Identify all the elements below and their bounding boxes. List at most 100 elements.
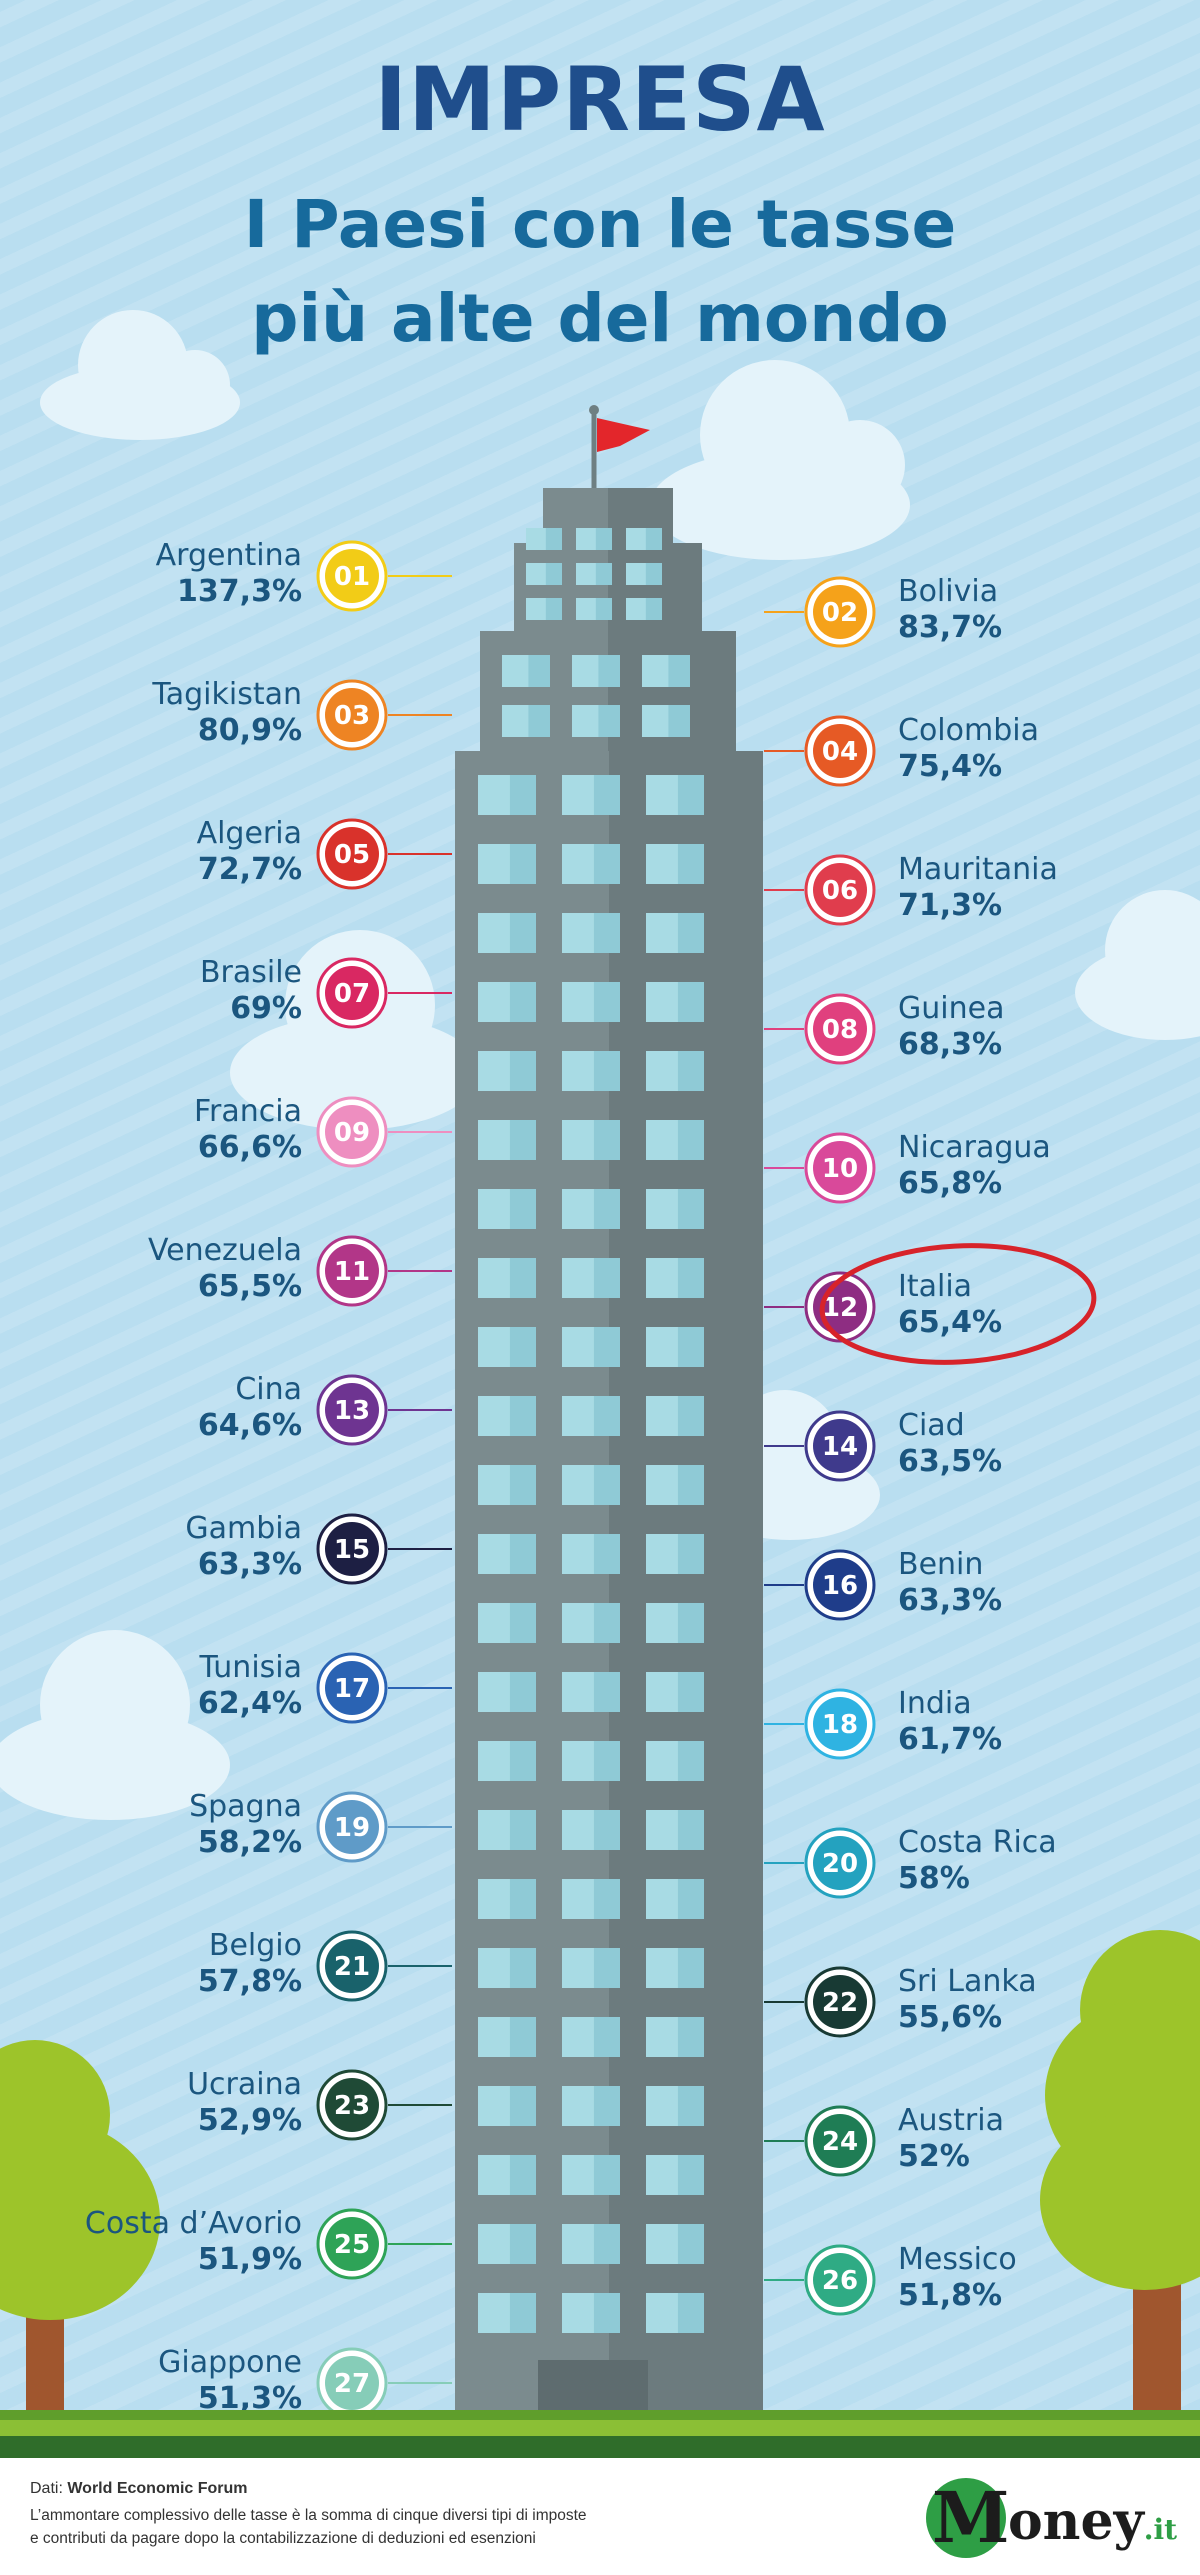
rank-badge [325, 966, 379, 1020]
rank-badge [325, 1522, 379, 1576]
window-shade [545, 598, 562, 620]
rank-number: 19 [334, 1813, 370, 1843]
window-shade [528, 655, 550, 687]
source-line: Dati: World Economic Forum [30, 2480, 248, 2498]
rank-number: 04 [822, 737, 858, 767]
rank-number: 02 [822, 598, 858, 628]
window-shade [509, 2293, 536, 2333]
tax-rate-value: 65,4% [898, 1305, 1003, 1340]
window-shade [509, 982, 536, 1022]
country-name: Colombia [898, 713, 1039, 748]
window-shade [677, 1672, 704, 1712]
country-name: Sri Lanka [898, 1964, 1037, 1999]
country-name: Austria [898, 2103, 1004, 2138]
country-name: Mauritania [898, 852, 1058, 887]
rank-badge [813, 1975, 867, 2029]
window-shade [677, 1465, 704, 1505]
country-name: Guinea [898, 991, 1005, 1026]
tax-rate-value: 71,3% [898, 888, 1003, 923]
window-shade [645, 528, 662, 550]
building-door [538, 2360, 648, 2410]
window-shade [595, 528, 612, 550]
window-shade [509, 775, 536, 815]
rank-badge [325, 549, 379, 603]
tax-rate-value: 65,5% [197, 1269, 302, 1304]
country-name: Tagikistan [152, 677, 302, 712]
window-shade [593, 1120, 620, 1160]
window-shade [677, 2155, 704, 2195]
country-name: India [898, 1686, 972, 1721]
rank-number: 01 [334, 562, 370, 592]
tax-rate-value: 52,9% [197, 2103, 302, 2138]
window-shade [677, 2086, 704, 2126]
cloud [0, 1630, 230, 1820]
rank-number: 23 [334, 2091, 370, 2121]
highlight-ring [819, 1243, 1097, 1365]
window-shade [677, 913, 704, 953]
window-shade [593, 1396, 620, 1436]
tax-rate-value: 63,3% [898, 1583, 1003, 1618]
rank-number: 15 [334, 1535, 370, 1565]
window-shade [598, 655, 620, 687]
rank-number: 12 [822, 1293, 858, 1323]
tax-rate-value: 51,9% [197, 2242, 302, 2277]
flag-pole-top [589, 405, 599, 415]
rank-badge [813, 2253, 867, 2307]
rank-badge [813, 585, 867, 639]
window-shade [509, 1810, 536, 1850]
rank-badge [813, 2114, 867, 2168]
rank-badge [325, 1939, 379, 1993]
rank-badge [325, 1661, 379, 1715]
tax-rate-value: 61,7% [898, 1722, 1003, 1757]
window-shade [593, 1534, 620, 1574]
cloud [1075, 890, 1200, 1040]
window-shade [668, 705, 690, 737]
country-name: Algeria [196, 816, 302, 851]
rank-badge [325, 1105, 379, 1159]
rank-badge [325, 2217, 379, 2271]
window-shade [509, 2224, 536, 2264]
window-shade [593, 1258, 620, 1298]
window-shade [677, 2293, 704, 2333]
rank-number: 22 [822, 1988, 858, 2018]
tax-rate-value: 62,4% [197, 1686, 302, 1721]
window-shade [509, 2086, 536, 2126]
rank-badge [813, 863, 867, 917]
window-shade [593, 1672, 620, 1712]
tax-rate-value: 63,5% [898, 1444, 1003, 1479]
tree-crown [1040, 2110, 1200, 2290]
footnote-line: e contributi da pagare dopo la contabili… [30, 2530, 536, 2547]
logo-suffix: .it [1143, 2513, 1178, 2546]
window-shade [593, 2224, 620, 2264]
rank-number: 20 [822, 1849, 858, 1879]
window-shade [593, 2086, 620, 2126]
rank-badge [325, 1244, 379, 1298]
window-shade [677, 2224, 704, 2264]
tax-rate-value: 63,3% [197, 1547, 302, 1582]
subtitle: I Paesi con le tasse più alte del mondo [0, 178, 1200, 366]
rank-badge [813, 1697, 867, 1751]
tax-rate-value: 66,6% [197, 1130, 302, 1165]
window-shade [677, 1741, 704, 1781]
rank-number: 13 [334, 1396, 370, 1426]
tax-rate-value: 51,8% [898, 2278, 1003, 2313]
window-shade [677, 1396, 704, 1436]
rank-number: 10 [822, 1154, 858, 1184]
tax-rate-value: 80,9% [197, 713, 302, 748]
country-name: Cina [235, 1372, 302, 1407]
window-shade [677, 844, 704, 884]
window-shade [545, 528, 562, 550]
country-name: Francia [193, 1094, 302, 1129]
tax-rate-value: 58,2% [197, 1825, 302, 1860]
country-name: Bolivia [898, 574, 999, 609]
window-shade [593, 775, 620, 815]
country-name: Argentina [155, 538, 302, 573]
window-shade [509, 1051, 536, 1091]
building-shade [609, 751, 763, 2411]
rank-number: 09 [334, 1118, 370, 1148]
window-shade [677, 1189, 704, 1229]
window-shade [509, 1879, 536, 1919]
window-shade [509, 1603, 536, 1643]
rank-badge [325, 1383, 379, 1437]
tax-rate-value: 57,8% [197, 1964, 302, 1999]
